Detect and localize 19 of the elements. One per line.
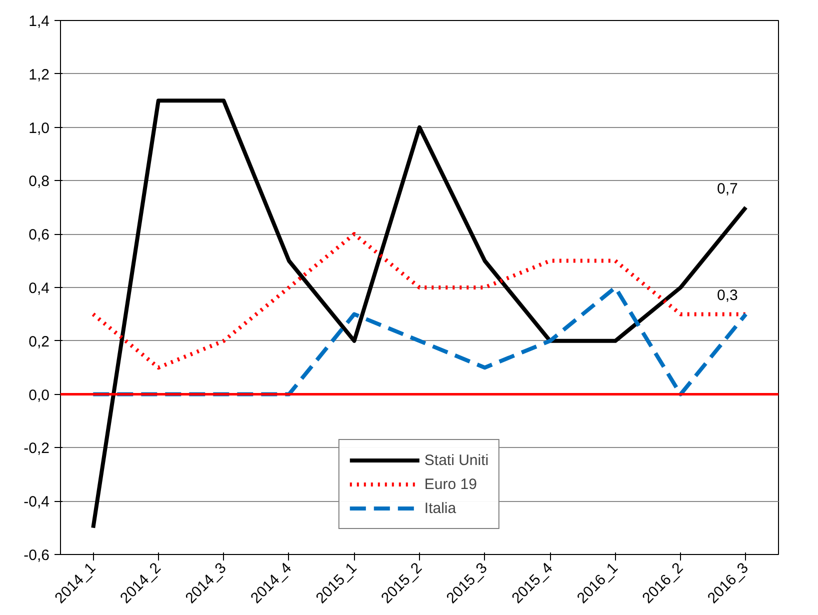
y-tick-label: -0,2 bbox=[24, 440, 50, 458]
line-series bbox=[91, 286, 748, 396]
y-tick-label: 0,4 bbox=[28, 280, 50, 297]
line-series bbox=[91, 98, 748, 530]
legend-label: Euro 19 bbox=[424, 476, 477, 492]
y-tick-label: 0,2 bbox=[28, 333, 50, 350]
legend-label: Stati Uniti bbox=[424, 452, 489, 468]
line-series bbox=[91, 232, 748, 370]
y-tick-label: -0,4 bbox=[24, 494, 50, 511]
data-label: 0,3 bbox=[717, 287, 738, 304]
y-tick-label: 1,0 bbox=[28, 120, 50, 137]
y-tick-label: 0,0 bbox=[28, 386, 50, 404]
y-tick-label: 0,6 bbox=[28, 226, 50, 244]
y-tick-label: 1,4 bbox=[28, 13, 50, 30]
y-tick-label: 1,2 bbox=[28, 66, 50, 84]
y-tick-label: -0,6 bbox=[24, 547, 50, 564]
data-label: 0,7 bbox=[717, 180, 738, 198]
legend-label: Italia bbox=[424, 500, 456, 516]
y-tick-label: 0,8 bbox=[28, 173, 50, 190]
